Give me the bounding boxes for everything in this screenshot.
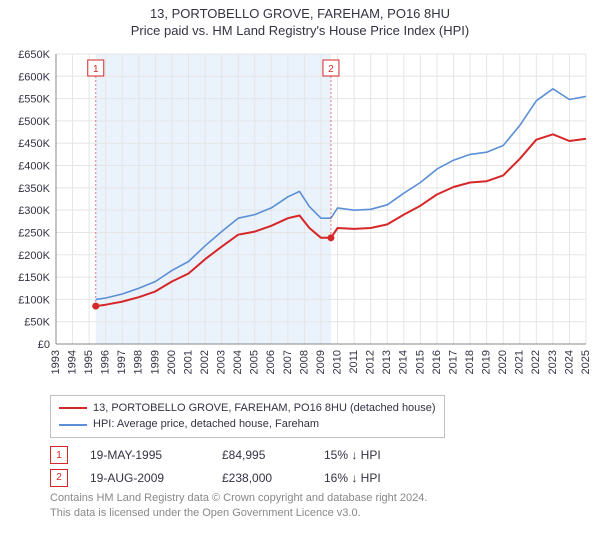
svg-text:£100K: £100K (18, 294, 50, 306)
svg-text:1994: 1994 (66, 350, 78, 374)
attribution: Contains HM Land Registry data © Crown c… (50, 491, 590, 520)
svg-text:2015: 2015 (414, 350, 426, 374)
svg-text:2023: 2023 (547, 350, 559, 374)
svg-text:2003: 2003 (216, 350, 228, 374)
svg-text:£600K: £600K (18, 71, 50, 83)
svg-text:2010: 2010 (331, 350, 343, 374)
svg-text:2008: 2008 (298, 350, 310, 374)
svg-text:2012: 2012 (365, 350, 377, 374)
sale-date: 19-MAY-1995 (90, 444, 200, 467)
svg-text:2021: 2021 (514, 350, 526, 374)
sales-row: 2 19-AUG-2009 £238,000 16% ↓ HPI (50, 467, 590, 490)
svg-text:£200K: £200K (18, 250, 50, 262)
sale-diff-vs-hpi: 15% ↓ HPI (324, 444, 434, 467)
svg-text:2000: 2000 (166, 350, 178, 374)
svg-text:2019: 2019 (481, 350, 493, 374)
svg-text:1: 1 (93, 64, 99, 75)
svg-text:£150K: £150K (18, 272, 50, 284)
svg-text:£50K: £50K (24, 316, 50, 328)
svg-text:2022: 2022 (530, 350, 542, 374)
legend-row: 13, PORTOBELLO GROVE, FAREHAM, PO16 8HU … (59, 400, 436, 417)
svg-text:2011: 2011 (348, 350, 360, 374)
svg-text:£500K: £500K (18, 116, 50, 128)
svg-text:2004: 2004 (232, 350, 244, 374)
legend-label: 13, PORTOBELLO GROVE, FAREHAM, PO16 8HU … (93, 400, 436, 417)
sale-marker-box: 2 (50, 469, 68, 487)
svg-text:2002: 2002 (199, 350, 211, 374)
legend: 13, PORTOBELLO GROVE, FAREHAM, PO16 8HU … (50, 395, 445, 438)
chart-plot-area: £0 £50K £100K £150K £200K £250K £300K £350K £400… (10, 46, 590, 389)
sales-table: 1 19-MAY-1995 £84,995 15% ↓ HPI 2 19-AUG-2009… (50, 444, 590, 490)
chart-title: 13, PORTOBELLO GROVE, FAREHAM, PO16 8HU (10, 6, 590, 23)
svg-text:2020: 2020 (497, 350, 509, 374)
legend-row: HPI: Average price, detached house, Fare… (59, 416, 436, 433)
svg-text:2013: 2013 (381, 350, 393, 374)
legend-label: HPI: Average price, detached house, Fare… (93, 416, 319, 433)
svg-text:1995: 1995 (83, 350, 95, 374)
svg-text:£650K: £650K (18, 49, 50, 61)
svg-text:2007: 2007 (282, 350, 294, 374)
attribution-line2: This data is licensed under the Open Gov… (50, 506, 590, 520)
svg-text:£450K: £450K (18, 138, 50, 150)
svg-text:£250K: £250K (18, 227, 50, 239)
svg-text:1998: 1998 (133, 350, 145, 374)
sale-marker-box: 1 (50, 446, 68, 464)
sale-date: 19-AUG-2009 (90, 467, 200, 490)
svg-text:1996: 1996 (100, 350, 112, 374)
svg-text:1997: 1997 (116, 350, 128, 374)
svg-text:1993: 1993 (50, 350, 62, 374)
svg-text:2009: 2009 (315, 350, 327, 374)
legend-swatch (59, 424, 87, 426)
svg-text:£300K: £300K (18, 205, 50, 217)
svg-text:2025: 2025 (580, 350, 590, 374)
attribution-line1: Contains HM Land Registry data © Crown c… (50, 491, 590, 505)
chart-subtitle: Price paid vs. HM Land Registry's House … (10, 23, 590, 40)
svg-text:£0: £0 (38, 339, 50, 351)
svg-text:£550K: £550K (18, 93, 50, 105)
svg-text:2005: 2005 (249, 350, 261, 374)
legend-swatch (59, 407, 87, 409)
sale-price: £84,995 (222, 444, 302, 467)
line-chart-svg: £0 £50K £100K £150K £200K £250K £300K £350K £400… (10, 46, 590, 386)
svg-text:£400K: £400K (18, 160, 50, 172)
svg-text:2017: 2017 (447, 350, 459, 374)
svg-text:1999: 1999 (149, 350, 161, 374)
svg-text:2006: 2006 (265, 350, 277, 374)
sales-row: 1 19-MAY-1995 £84,995 15% ↓ HPI (50, 444, 590, 467)
svg-text:2001: 2001 (182, 350, 194, 374)
svg-text:2018: 2018 (464, 350, 476, 374)
sale-diff-vs-hpi: 16% ↓ HPI (324, 467, 434, 490)
sale-price: £238,000 (222, 467, 302, 490)
svg-text:2: 2 (328, 64, 334, 75)
svg-text:2024: 2024 (563, 350, 575, 374)
svg-text:2014: 2014 (398, 350, 410, 374)
chart-container: 13, PORTOBELLO GROVE, FAREHAM, PO16 8HU … (0, 0, 600, 560)
svg-text:£350K: £350K (18, 183, 50, 195)
svg-text:2016: 2016 (431, 350, 443, 374)
